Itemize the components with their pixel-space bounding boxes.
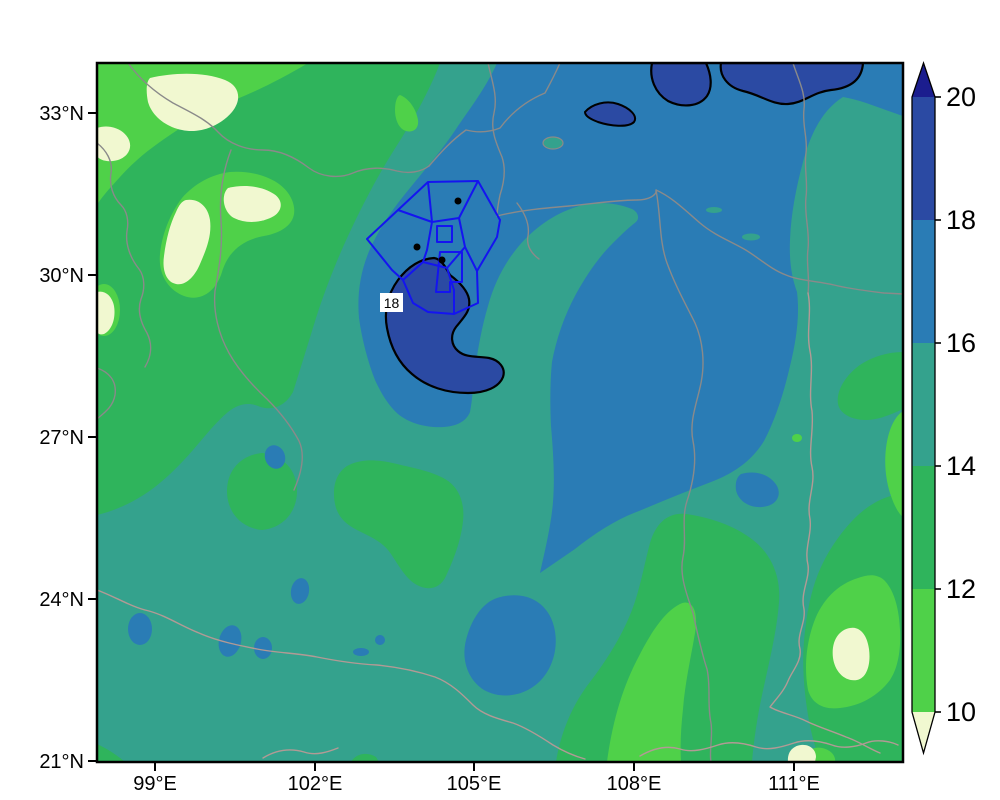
colorbar-label: 18 xyxy=(946,205,976,235)
region-basin-blue xyxy=(358,63,903,573)
region-right-edge-green xyxy=(837,352,903,420)
colorbar: 20 18 16 14 12 10 xyxy=(911,60,976,756)
district-box-1 xyxy=(436,225,453,243)
x-tick-label: 102°E xyxy=(288,773,343,795)
colorbar-label: 14 xyxy=(946,451,976,481)
contour-18-core-north-2 xyxy=(719,63,865,106)
boundary-line xyxy=(792,63,810,294)
boundary-line xyxy=(769,292,881,754)
region-teal-sliver-1 xyxy=(706,207,722,213)
admin-boundaries xyxy=(97,63,903,762)
region-blue-spot-5 xyxy=(254,637,272,659)
y-tick-label: 21°N xyxy=(39,751,84,773)
y-tick-label: 30°N xyxy=(39,265,84,287)
region-bottom-bump-green xyxy=(351,753,379,762)
district-box-2 xyxy=(435,251,463,293)
region-west-green xyxy=(97,63,440,515)
region-sw-blue-blob xyxy=(464,595,556,696)
colorbar-band-18-20 xyxy=(912,97,935,220)
colorbar-band-16-18 xyxy=(912,220,935,343)
x-tick-label: 111°E xyxy=(768,773,820,795)
boundary-line xyxy=(428,63,561,167)
region-teal-island xyxy=(542,136,564,150)
region-blue-spot-8 xyxy=(735,472,779,508)
region-blue-spot-2 xyxy=(290,578,310,604)
colorbar-band-14-16 xyxy=(912,343,935,466)
region-blue-spot-3 xyxy=(128,613,152,645)
x-tick-label: 105°E xyxy=(447,773,502,795)
map-canvas: 18 xyxy=(97,63,903,762)
region-cream-bottom xyxy=(787,744,816,762)
region-center-green-b xyxy=(333,460,464,589)
boundary-line xyxy=(655,189,713,762)
region-blue-spot-7 xyxy=(375,635,385,645)
y-tick-label: 27°N xyxy=(39,427,84,449)
boundary-line xyxy=(516,202,540,260)
axis-ticks xyxy=(88,112,795,771)
colorbar-band-10-12 xyxy=(912,589,935,712)
boundary-line xyxy=(487,63,505,217)
contour-label-box xyxy=(380,293,403,312)
boundary-line xyxy=(496,189,903,295)
contour-18-core-chengdu xyxy=(384,256,505,395)
contour-label-text: 18 xyxy=(384,295,400,311)
colorbar-label: 16 xyxy=(946,328,976,358)
region-blue-spot-6 xyxy=(353,648,369,656)
district-polygons xyxy=(366,180,501,315)
region-green-dot xyxy=(792,434,802,442)
contour-label-18: 18 xyxy=(380,293,403,312)
station-dot xyxy=(413,243,421,251)
station-dots xyxy=(413,197,462,264)
region-south-center-bright xyxy=(607,602,697,762)
station-dot xyxy=(438,256,446,264)
y-tick-label: 24°N xyxy=(39,589,84,611)
boundary-line xyxy=(213,149,304,491)
colorbar-arrow-bottom xyxy=(912,712,935,753)
region-cream-5 xyxy=(97,291,115,335)
boundary-line xyxy=(97,589,586,760)
y-tick-label: 33°N xyxy=(39,103,84,125)
contour-18-core-north-3 xyxy=(583,101,636,127)
boundary-line xyxy=(97,142,152,368)
colorbar-arrow-top xyxy=(912,63,935,97)
district-inner-lines xyxy=(397,180,479,314)
region-cream-se xyxy=(832,627,870,681)
region-center-green-a xyxy=(227,453,297,530)
region-blue-spot-1 xyxy=(264,445,286,469)
region-bottom-left-green xyxy=(97,744,125,762)
region-right-edge-bright xyxy=(885,411,903,517)
boundary-line xyxy=(639,740,899,757)
region-teal-sliver-2 xyxy=(742,233,760,241)
contour-18-core-north-1 xyxy=(650,63,712,107)
boundary-line xyxy=(127,63,430,178)
x-tick-label: 99°E xyxy=(133,773,177,795)
region-cream-1 xyxy=(146,73,239,132)
boundary-line xyxy=(97,367,116,420)
station-dot xyxy=(454,197,462,205)
axis-labels: 99°E 102°E 105°E 108°E 111°E 33°N 30°N 2… xyxy=(39,103,820,795)
colorbar-label: 12 xyxy=(946,574,976,604)
boundary-line xyxy=(262,747,339,759)
colorbar-band-12-14 xyxy=(912,466,935,589)
region-cream-4 xyxy=(223,186,281,222)
colorbar-ticks xyxy=(935,96,941,713)
colorbar-label: 20 xyxy=(946,82,976,112)
region-bright-triangle xyxy=(395,95,419,132)
region-blue-spot-4 xyxy=(218,625,242,657)
x-tick-label: 108°E xyxy=(607,773,662,795)
colorbar-label: 10 xyxy=(946,697,976,727)
district-outline xyxy=(366,180,501,315)
region-cream-3 xyxy=(163,199,211,285)
map-frame xyxy=(95,61,905,764)
